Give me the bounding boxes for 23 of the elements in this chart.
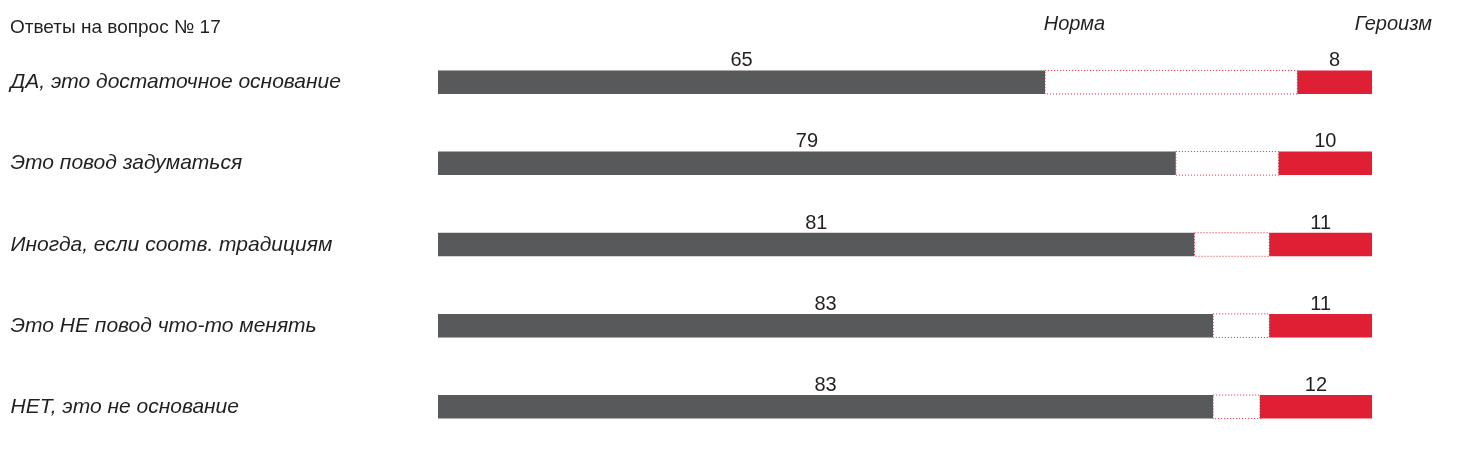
bar [438, 232, 1195, 257]
bar [438, 395, 1214, 419]
y-tick-label: ДА, это достаточное основание [8, 69, 341, 93]
data-label: 81 [805, 210, 828, 233]
data-label: 10 [1314, 129, 1337, 152]
data-label: 11 [1310, 291, 1332, 314]
series-label: Норма [1043, 12, 1106, 35]
bar [438, 151, 1176, 176]
data-label: 83 [814, 291, 837, 314]
y-tick-label: Это НЕ повод что-то менять [10, 312, 317, 336]
bar [438, 313, 1214, 338]
series-label: Героизм [1354, 12, 1433, 35]
data-label: 79 [795, 129, 819, 152]
y-tick-label: Иногда, если соотв. традициям [10, 231, 333, 255]
data-label: 65 [730, 48, 753, 71]
data-label: 83 [814, 372, 837, 395]
bar [438, 70, 1046, 94]
data-label: 12 [1304, 372, 1328, 395]
data-label: 8 [1329, 48, 1341, 71]
text: Ответы на вопрос № 17 [10, 16, 221, 37]
y-tick-label: НЕТ, это не основание [10, 393, 239, 417]
y-tick-label: Это повод задуматься [10, 150, 243, 174]
data-label: 11 [1310, 210, 1332, 233]
